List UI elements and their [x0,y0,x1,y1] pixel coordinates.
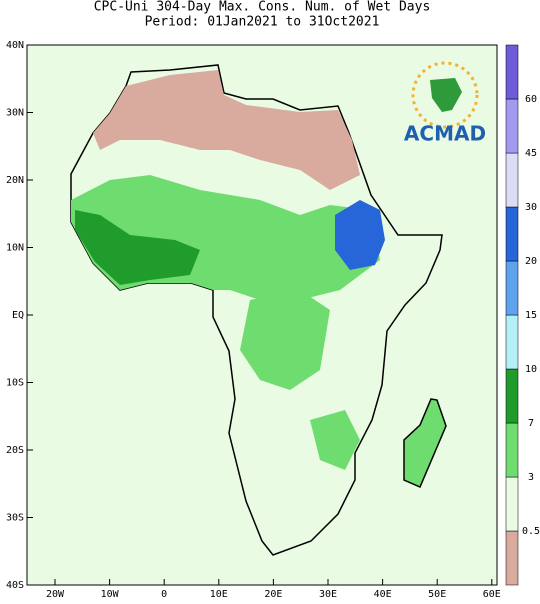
colorbar-segment [505,314,519,370]
desert-dry [93,70,360,190]
logo-ring [411,61,479,129]
colorbar-segment [505,260,519,316]
colorbar-label: 10 [525,364,537,375]
lat-label: 40N [6,40,24,51]
colorbar-label: 45 [525,148,537,159]
colorbar-segment [505,206,519,262]
lat-label: 30N [6,108,24,119]
wet-southeast [310,410,360,470]
colorbar-label: 0.5 [522,526,540,537]
colorbar-segment [505,44,519,100]
colorbar-label: 15 [525,310,537,321]
colorbar-segment [505,530,519,586]
wet-west [75,210,200,285]
lon-label: 30E [319,589,337,600]
lon-label: 10E [210,589,228,600]
colorbar-segment [505,422,519,478]
logo: ACMAD [404,61,486,146]
lon-label: 50E [428,589,446,600]
logo-africa [430,78,462,112]
lat-label: 10N [6,243,24,254]
wet-central [240,290,330,390]
lat-label: 10S [6,378,24,389]
lon-label: 20E [264,589,282,600]
colorbar-label: 7 [528,418,534,429]
colorbar-segment [505,152,519,208]
map [26,44,498,586]
lat-label: EQ [12,310,24,321]
colorbar-segment [505,476,519,532]
lon-label: 40E [374,589,392,600]
colorbar-label: 3 [528,472,534,483]
lat-label: 20N [6,175,24,186]
lat-label: 20S [6,445,24,456]
lon-label: 0 [161,589,167,600]
lat-label: 30S [6,513,24,524]
title: CPC-Uni 304-Day Max. Cons. Num. of Wet D… [94,0,431,15]
madagascar [403,398,447,488]
lon-label: 60E [483,589,501,600]
subtitle: Period: 01Jan2021 to 31Oct2021 [145,15,380,30]
colorbar-label: 30 [525,202,537,213]
wet-ethiopia [335,200,385,270]
colorbar-segment [505,368,519,424]
colorbar-segment [505,98,519,154]
logo-text: ACMAD [404,122,486,146]
lon-label: 10W [101,589,120,600]
lon-label: 20W [46,589,65,600]
lat-label: 40S [6,580,24,591]
colorbar-label: 20 [525,256,537,267]
colorbar-label: 60 [525,94,537,105]
